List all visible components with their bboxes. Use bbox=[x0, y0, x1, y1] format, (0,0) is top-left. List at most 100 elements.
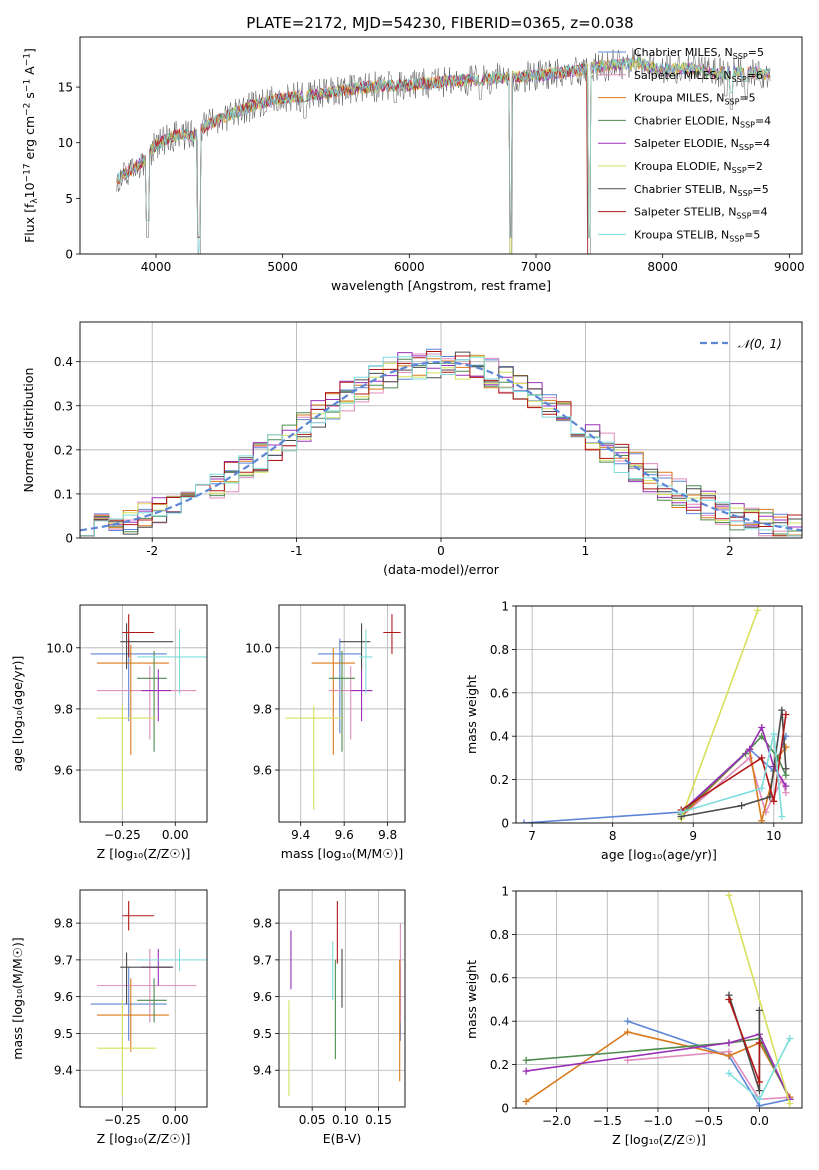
x-tick-label: 0.0 bbox=[750, 1114, 769, 1128]
residuals-frame bbox=[79, 321, 803, 539]
legend-label: Salpeter MILES, NSSP=6 bbox=[634, 69, 763, 84]
weight-marker bbox=[677, 808, 685, 816]
x-tick-label: 2 bbox=[726, 544, 734, 558]
y-tick-label: 0 bbox=[65, 532, 73, 546]
y-tick-label: 9.8 bbox=[253, 917, 272, 931]
y-tick-label: 9.6 bbox=[54, 990, 73, 1004]
weight-marker bbox=[725, 891, 733, 899]
legend-label: Kroupa ELODIE, NSSP=2 bbox=[634, 160, 763, 175]
legend-gaussian-label: 𝒩(0, 1) bbox=[738, 337, 782, 351]
data-point bbox=[122, 901, 155, 931]
x-tick-label: 9.4 bbox=[291, 828, 310, 842]
weight_vs_Z-ylabel: mass weight bbox=[464, 960, 479, 1039]
weight-series-7 bbox=[680, 714, 787, 811]
spectrum-line-8 bbox=[116, 57, 771, 254]
spectrum-xlabel: wavelength [Angstrom, rest frame] bbox=[331, 278, 551, 293]
x-tick-label: -2 bbox=[146, 544, 158, 558]
weight-series-1 bbox=[627, 1050, 790, 1101]
age_vs_mass-axes: 9.4 9.6 9.8 9.6 9.8 10.0 mass [log₁₀(M/M☉)] bbox=[245, 604, 406, 861]
residuals-ylabel: Normed distribution bbox=[21, 368, 36, 493]
y-tick-label: 9.5 bbox=[54, 1027, 73, 1041]
data-point bbox=[96, 705, 157, 810]
x-tick-label: 7 bbox=[528, 829, 536, 843]
x-tick-label: 9.6 bbox=[335, 828, 354, 842]
weight-marker bbox=[624, 1028, 632, 1036]
x-tick-label: 9.8 bbox=[378, 828, 397, 842]
mass_vs_Z-xlabel: Z [log₁₀(Z/Z☉)] bbox=[97, 1131, 191, 1146]
spectrum-legend: Chabrier MILES, NSSP=5 Salpeter MILES, NS… bbox=[598, 46, 771, 243]
weight-marker bbox=[782, 765, 790, 773]
legend-label: Salpeter ELODIE, NSSP=4 bbox=[634, 137, 770, 152]
y-tick-label: 0.8 bbox=[490, 928, 509, 942]
x-tick-label: 8000 bbox=[647, 260, 678, 274]
weight-marker bbox=[522, 1067, 530, 1075]
age_vs_Z-axes: −0.25 0.00 9.6 9.8 10.0 Z [log₁₀(Z/Z☉)] age [l… bbox=[10, 604, 208, 861]
weight-marker bbox=[758, 754, 766, 762]
weight-marker bbox=[755, 1039, 763, 1047]
weight-marker bbox=[755, 1087, 763, 1095]
weight_vs_age-plot-area bbox=[516, 606, 802, 823]
data-point bbox=[120, 952, 174, 1005]
data-point bbox=[96, 948, 197, 1023]
mass_vs_EBV-xlabel: E(B-V) bbox=[323, 1131, 362, 1146]
x-tick-label: 9000 bbox=[774, 260, 805, 274]
y-tick-label: 10.0 bbox=[245, 641, 272, 655]
y-tick-label: 9.7 bbox=[54, 953, 73, 967]
weight-marker bbox=[624, 1017, 632, 1025]
weight-series-8 bbox=[680, 733, 783, 817]
weight-marker bbox=[725, 1039, 733, 1047]
data-point bbox=[137, 650, 167, 752]
x-tick-label: 0.10 bbox=[332, 1113, 359, 1127]
weight-marker bbox=[778, 812, 786, 820]
weight-marker bbox=[725, 996, 733, 1003]
y-tick-label: 0.3 bbox=[54, 399, 73, 413]
weight-marker bbox=[755, 1078, 763, 1086]
y-tick-label: 1 bbox=[501, 885, 509, 899]
y-tick-label: 15 bbox=[58, 81, 73, 95]
mass_vs_Z-grid bbox=[80, 890, 207, 1107]
weight-marker bbox=[770, 730, 778, 738]
weight-marker bbox=[782, 771, 790, 779]
weight-marker bbox=[758, 784, 766, 792]
y-tick-label: 0.2 bbox=[490, 773, 509, 787]
data-point bbox=[383, 614, 401, 654]
age_vs_mass-frame bbox=[278, 604, 406, 823]
data-point bbox=[122, 614, 155, 657]
y-tick-label: 10.0 bbox=[46, 641, 73, 655]
x-tick-label: −0.25 bbox=[104, 828, 141, 842]
weight-marker bbox=[755, 1102, 763, 1108]
weight-marker bbox=[782, 743, 790, 751]
legend-label: Kroupa MILES, NSSP=5 bbox=[634, 92, 756, 107]
mass_vs_EBV-axes: 0.05 0.10 0.15 9.4 9.5 9.6 9.7 9.8 E(B-V) bbox=[253, 889, 406, 1146]
x-tick-label: 9 bbox=[689, 829, 697, 843]
data-point bbox=[311, 647, 356, 755]
spectrum-line-1 bbox=[116, 56, 771, 238]
y-tick-label: 9.7 bbox=[253, 953, 272, 967]
weight-series-5 bbox=[680, 610, 759, 819]
x-tick-label: 0.15 bbox=[365, 1113, 392, 1127]
weight-series-0 bbox=[627, 1020, 790, 1107]
y-tick-label: 9.8 bbox=[54, 917, 73, 931]
x-tick-label: −1.0 bbox=[643, 1114, 672, 1128]
y-tick-label: 1 bbox=[501, 600, 509, 614]
weight_vs_Z-xlabel: Z [log₁₀(Z/Z☉)] bbox=[612, 1132, 706, 1147]
gaussian-curve bbox=[79, 360, 803, 532]
y-tick-label: 9.4 bbox=[54, 1064, 73, 1078]
histogram-8 bbox=[80, 355, 802, 537]
x-tick-label: 8 bbox=[609, 829, 617, 843]
mass_vs_Z-frame bbox=[79, 889, 208, 1108]
y-tick-label: 0 bbox=[501, 1102, 509, 1116]
weight_vs_age-frame bbox=[515, 605, 803, 824]
weight-marker bbox=[522, 1097, 530, 1105]
x-tick-label: −1.5 bbox=[593, 1114, 622, 1128]
data-point bbox=[339, 623, 371, 670]
legend-label: Salpeter STELIB, NSSP=4 bbox=[634, 206, 768, 221]
y-tick-label: 9.8 bbox=[54, 702, 73, 716]
y-tick-label: 0.4 bbox=[54, 355, 73, 369]
x-tick-label: 10 bbox=[766, 829, 781, 843]
weight-marker bbox=[725, 1052, 733, 1060]
weight-marker bbox=[520, 819, 528, 823]
age_vs_Z-ylabel: age [log₁₀(age/yr)] bbox=[10, 656, 25, 772]
weight-marker bbox=[786, 1100, 794, 1108]
weight-marker bbox=[755, 1095, 763, 1103]
